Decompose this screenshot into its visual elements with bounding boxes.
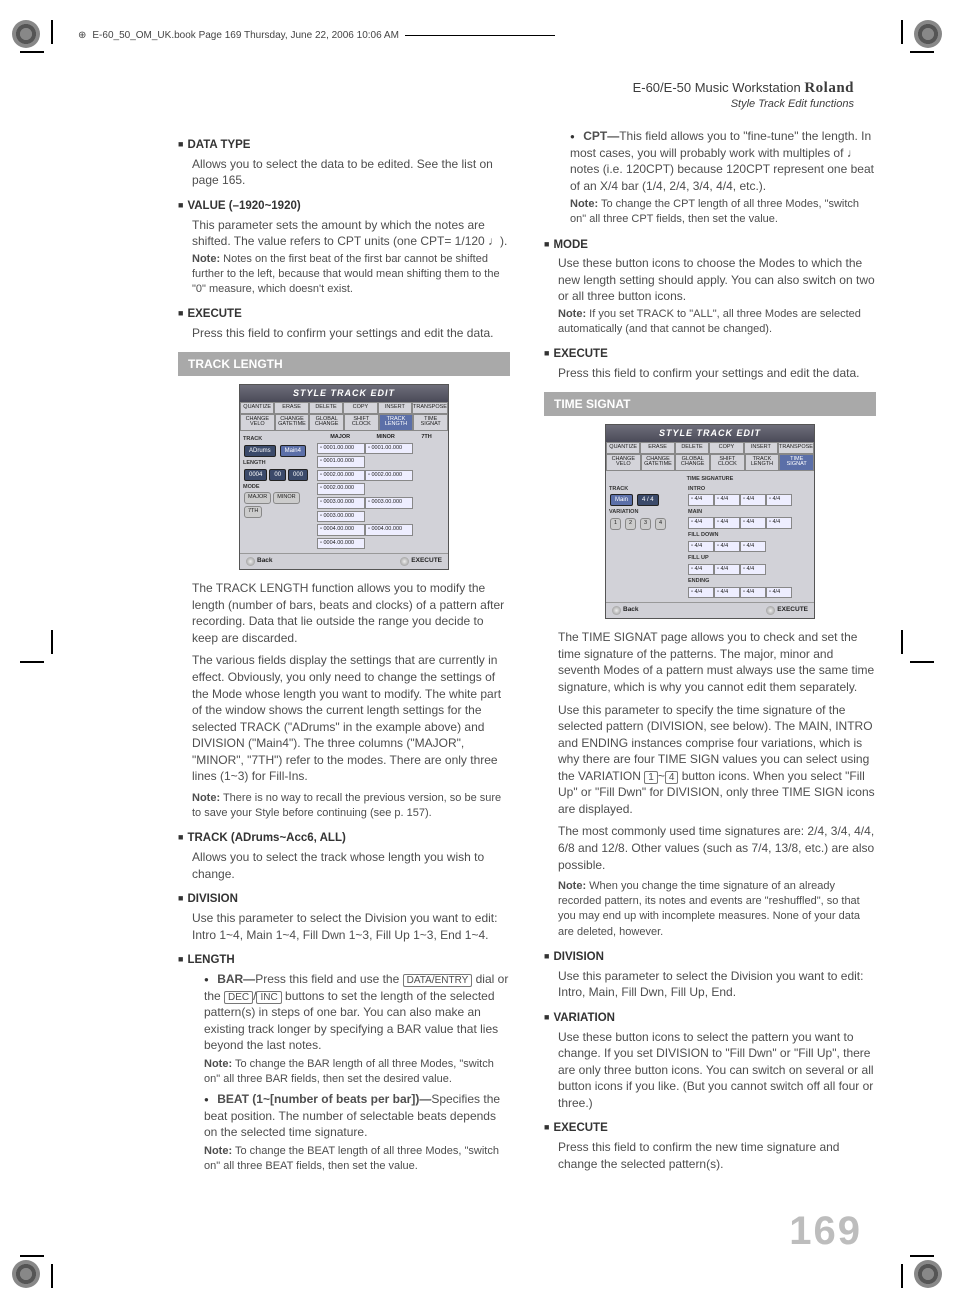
section-track-length: TRACK LENGTH xyxy=(178,352,510,377)
text: Press this field to confirm your setting… xyxy=(558,365,876,382)
text: Use these button icons to select the pat… xyxy=(558,1029,876,1112)
left-column: DATA TYPE Allows you to select the data … xyxy=(178,128,510,1178)
text: Press this field to confirm your setting… xyxy=(192,325,510,342)
right-column: CPT—This field allows you to "fine-tune"… xyxy=(544,128,876,1178)
screenshot-track-length: STYLE TRACK EDIT QUANTIZEERASEDELETECOPY… xyxy=(239,384,449,570)
heading-execute: EXECUTE xyxy=(544,347,876,363)
bullet-cpt: CPT—This field allows you to "fine-tune"… xyxy=(570,128,876,228)
crop-mr xyxy=(890,650,914,674)
text: Use this parameter to select the Divisio… xyxy=(192,910,510,943)
text: Use this parameter to select the Divisio… xyxy=(558,968,876,1001)
reg-target-br xyxy=(914,1260,942,1288)
text: The most commonly used time signatures a… xyxy=(558,823,876,873)
crop-ml xyxy=(40,650,64,674)
heading-division: DIVISION xyxy=(178,892,510,908)
text: Allows you to select the track whose len… xyxy=(192,849,510,882)
heading-length: LENGTH xyxy=(178,953,510,969)
text: Use this parameter to specify the time s… xyxy=(558,702,876,818)
page: ⊕E-60_50_OM_UK.book Page 169 Thursday, J… xyxy=(0,0,954,1308)
crop-bl xyxy=(40,1244,64,1268)
book-tag: ⊕E-60_50_OM_UK.book Page 169 Thursday, J… xyxy=(78,30,555,41)
reg-target-tr xyxy=(914,20,942,48)
heading-variation: VARIATION xyxy=(544,1011,876,1027)
heading-division: DIVISION xyxy=(544,950,876,966)
page-header: E-60/E-50 Music Workstation Roland Style… xyxy=(633,80,854,110)
crop-br xyxy=(890,1244,914,1268)
text: Use these button icons to choose the Mod… xyxy=(558,255,876,305)
note-text: Note: When you change the time signature… xyxy=(558,879,876,940)
section-time-signat: TIME SIGNAT xyxy=(544,392,876,417)
bullet-beat: BEAT (1~[number of beats per bar])—Speci… xyxy=(204,1091,510,1174)
bullet-bar: BAR—Press this field and use the DATA/EN… xyxy=(204,971,510,1087)
text: The TIME SIGNAT page allows you to check… xyxy=(558,629,876,695)
note-text: Note: If you set TRACK to "ALL", all thr… xyxy=(558,307,876,337)
heading-data-type: DATA TYPE xyxy=(178,138,510,154)
note-text: Note: There is no way to recall the prev… xyxy=(192,791,510,821)
text: The various fields display the settings … xyxy=(192,652,510,784)
text: This parameter sets the amount by which … xyxy=(192,217,510,250)
reg-target-tl xyxy=(12,20,40,48)
text: The TRACK LENGTH function allows you to … xyxy=(192,580,510,646)
note-text: Note: Note: Notes on the first beat of t… xyxy=(192,252,510,298)
heading-execute: EXECUTE xyxy=(178,307,510,323)
crop-tl xyxy=(40,40,64,64)
screenshot-time-signat: STYLE TRACK EDIT QUANTIZEERASEDELETECOPY… xyxy=(605,424,815,619)
heading-mode: MODE xyxy=(544,238,876,254)
heading-execute: EXECUTE xyxy=(544,1121,876,1137)
crop-tr xyxy=(890,40,914,64)
heading-value: VALUE (–1920~1920) xyxy=(178,199,510,215)
text: Allows you to select the data to be edit… xyxy=(192,156,510,189)
page-number: 169 xyxy=(789,1209,862,1254)
text: Press this field to confirm the new time… xyxy=(558,1139,876,1172)
reg-target-bl xyxy=(12,1260,40,1288)
heading-track: TRACK (ADrums~Acc6, ALL) xyxy=(178,831,510,847)
